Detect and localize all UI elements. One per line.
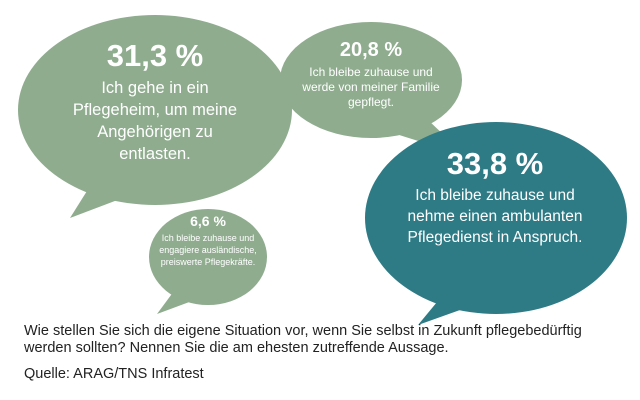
bubble-auslaendisch (149, 209, 267, 314)
bubble-familie-body (280, 22, 462, 138)
bubble-pflegeheim (18, 15, 292, 218)
bubble-text-auslaendisch: 6,6 % Ich bleibe zuhause und engagiere a… (153, 213, 263, 268)
bubble-text-pflegeheim: 31,3 % Ich gehe in ein Pflegeheim, um me… (40, 38, 270, 165)
bubble-auslaendisch-body (149, 209, 267, 305)
bubble-text-ambulant: 33,8 % Ich bleibe zuhause und nehme eine… (382, 146, 608, 248)
value-label-familie: 20,8 % (339, 39, 403, 61)
source-note: Quelle: ARAG/TNS Infratest (24, 366, 204, 382)
bubble-text-familie: 20,8 % Ich bleibe zuhause und werde von … (294, 38, 448, 110)
answer-label-familie: Ich bleibe zuhause und werde von meiner … (302, 65, 440, 109)
answer-label-auslaendisch: Ich bleibe zuhause und engagiere ausländ… (159, 233, 257, 267)
answer-label-pflegeheim: Ich gehe in ein Pflegeheim, um meine Ang… (72, 79, 238, 163)
value-label-ambulant: 33,8 % (446, 146, 544, 181)
bubble-pflegeheim-body (18, 15, 292, 205)
survey-question: Wie stellen Sie sich die eigene Situatio… (24, 323, 582, 356)
bubble-ambulant-body (365, 122, 627, 314)
answer-label-ambulant: Ich bleibe zuhause und nehme einen ambul… (407, 187, 583, 246)
value-label-auslaendisch: 6,6 % (190, 213, 226, 229)
bubble-ambulant (365, 122, 627, 325)
value-label-pflegeheim: 31,3 % (106, 38, 204, 73)
